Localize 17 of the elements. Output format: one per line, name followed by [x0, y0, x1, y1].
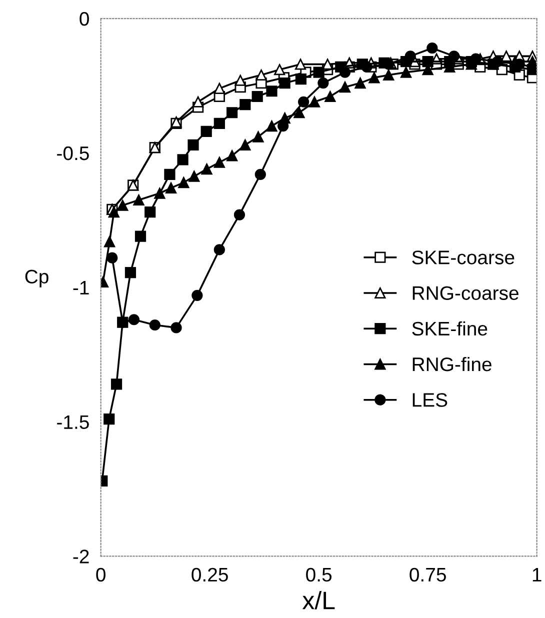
legend-label: RNG-coarse — [412, 286, 518, 300]
y-tick-label: -0.5 — [57, 146, 89, 160]
y-tick-label: -1.5 — [57, 415, 89, 430]
x-tick-label: 0.75 — [410, 568, 446, 582]
legend-label: RNG-fine — [412, 356, 492, 372]
legend-label: SKE-coarse — [412, 250, 514, 264]
y-axis-title: Cp — [25, 270, 48, 288]
y-tick-label: -2 — [73, 550, 89, 564]
y-tick-label: 0 — [80, 12, 89, 26]
x-tick-label: 0.25 — [192, 568, 228, 582]
legend-label: LES — [412, 393, 448, 407]
x-tick-label: 1 — [532, 568, 542, 582]
x-tick-label: 0.5 — [306, 568, 332, 582]
x-tick-label: 0 — [96, 568, 106, 582]
x-axis-title: x/L — [302, 590, 335, 610]
legend-label: SKE-fine — [412, 321, 488, 336]
y-tick-label: -1 — [73, 281, 89, 294]
